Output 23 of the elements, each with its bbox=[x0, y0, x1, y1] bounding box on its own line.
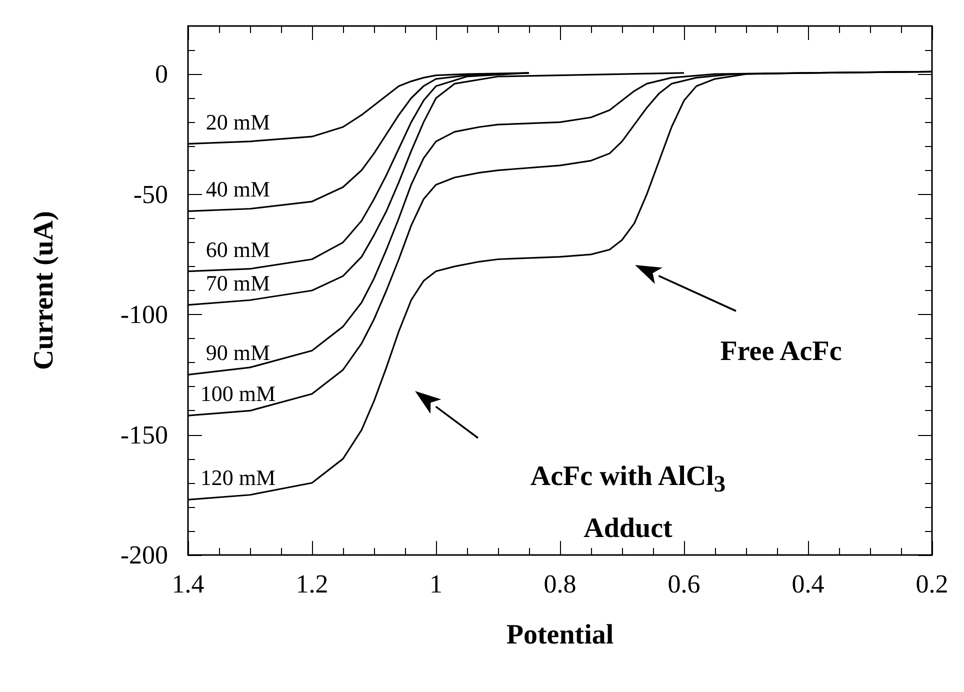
x-tick-label: 0.6 bbox=[668, 570, 700, 598]
y-tick-label: -200 bbox=[120, 540, 168, 570]
series-label: 40 mM bbox=[206, 176, 270, 202]
series-label: 90 mM bbox=[206, 340, 270, 366]
x-tick-label: 0.4 bbox=[792, 570, 824, 598]
series-label: 20 mM bbox=[206, 109, 270, 134]
y-tick-label: 0 bbox=[155, 60, 168, 89]
x-tick-label: 0.8 bbox=[544, 570, 576, 598]
series-label: 70 mM bbox=[206, 270, 270, 296]
x-tick-label: 1.2 bbox=[296, 570, 328, 598]
text: AcFc with AlCl$_{3}$ Adduct bbox=[530, 461, 726, 544]
y-tick-label: -50 bbox=[133, 180, 168, 209]
y-axis-title: Current (uA) bbox=[28, 211, 60, 370]
series-label: 120 mM bbox=[200, 465, 276, 490]
y-tick-label: -100 bbox=[120, 300, 168, 330]
series-label: 60 mM bbox=[206, 236, 270, 262]
x-tick-label: 1 bbox=[430, 570, 442, 598]
annotation: Free AcFc bbox=[719, 335, 843, 369]
x-axis-title: Potential bbox=[506, 620, 614, 650]
series-label: 100 mM bbox=[200, 381, 276, 406]
y-tick-label: -150 bbox=[120, 420, 168, 450]
x-tick-label: 1.4 bbox=[172, 570, 204, 598]
x-tick-label: 0.2 bbox=[916, 570, 948, 598]
